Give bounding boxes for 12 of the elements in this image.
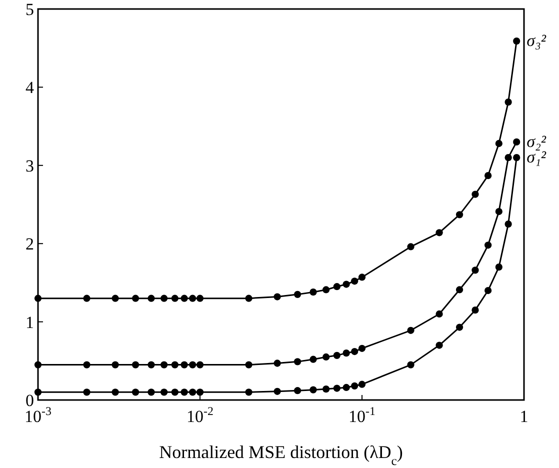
y-tick-label: 2: [26, 234, 34, 254]
series-label: σ₃²: [526, 31, 547, 50]
x-axis-title: Normalized MSE distortion (λD$_{c}$): [159, 442, 403, 468]
y-tick-label: 0: [26, 390, 34, 410]
x-tick-label: 1: [520, 407, 528, 426]
series-label: σ₂²: [526, 132, 547, 151]
y-tick-label: 4: [26, 78, 34, 98]
y-tick-label: 1: [26, 312, 34, 332]
x-tick-label: 10$^{-2}$: [186, 404, 214, 426]
y-tick-label: 3: [26, 156, 34, 176]
y-tick-label: 5: [26, 0, 34, 19]
x-tick-label: 10$^{-1}$: [348, 404, 376, 426]
